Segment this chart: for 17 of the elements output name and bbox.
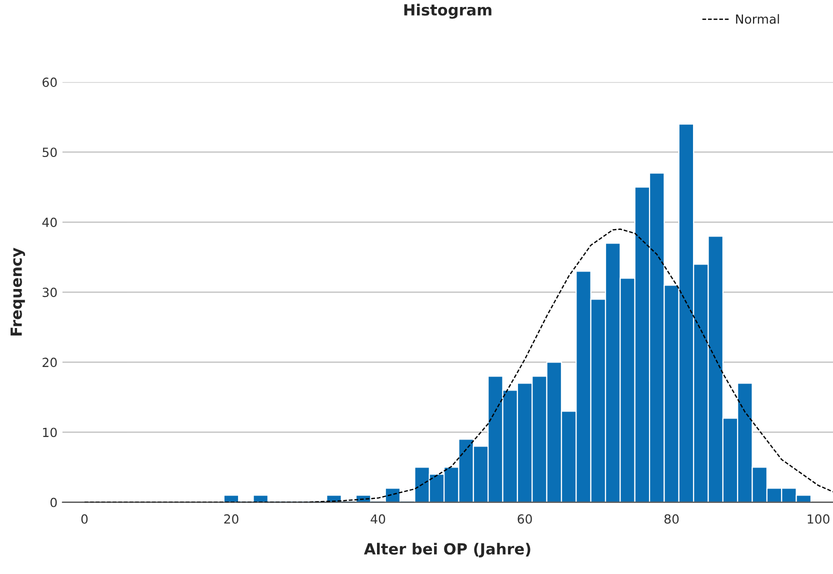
x-axis-title: Alter bei OP (Jahre) xyxy=(364,542,530,558)
y-tick-label: 50 xyxy=(42,148,57,158)
chart-title: Histogram xyxy=(404,4,492,19)
y-tick-label: 30 xyxy=(42,288,57,298)
y-tick-label: 60 xyxy=(42,78,57,88)
x-tick-label: 60 xyxy=(518,514,532,524)
y-axis-title: Frequency xyxy=(10,248,26,336)
y-tick-label: 20 xyxy=(42,358,57,368)
y-tick-label: 40 xyxy=(42,218,57,228)
legend-label: Normal xyxy=(736,14,779,24)
x-tick-label: 100 xyxy=(808,514,830,524)
x-tick-label: 80 xyxy=(664,514,679,524)
x-tick-label: 20 xyxy=(224,514,238,524)
y-tick-label: 0 xyxy=(50,498,57,508)
y-tick-label: 10 xyxy=(43,428,57,438)
x-tick-label: 40 xyxy=(370,514,386,524)
x-tick-label: 0 xyxy=(81,514,88,524)
